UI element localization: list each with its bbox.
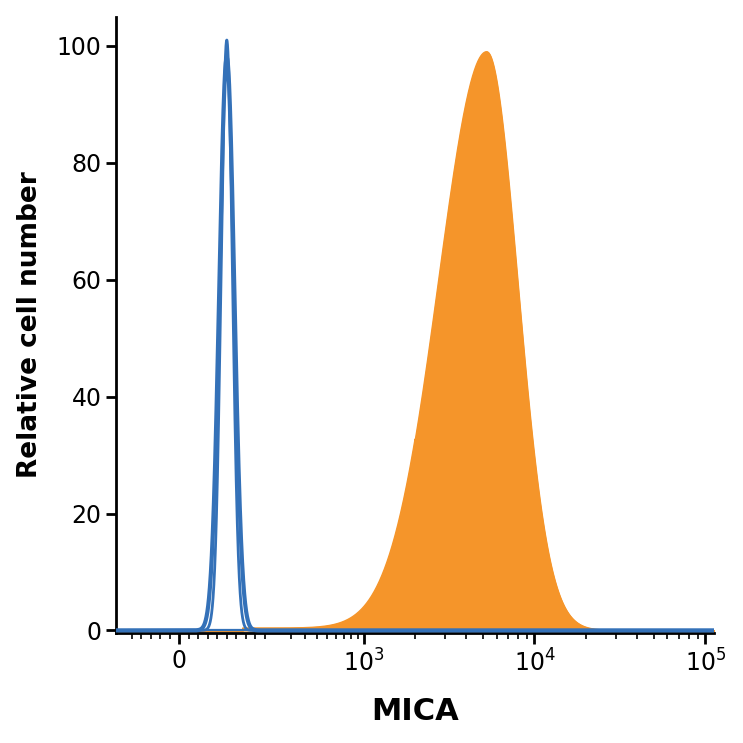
X-axis label: MICA: MICA [371, 698, 459, 727]
Y-axis label: Relative cell number: Relative cell number [16, 172, 42, 478]
